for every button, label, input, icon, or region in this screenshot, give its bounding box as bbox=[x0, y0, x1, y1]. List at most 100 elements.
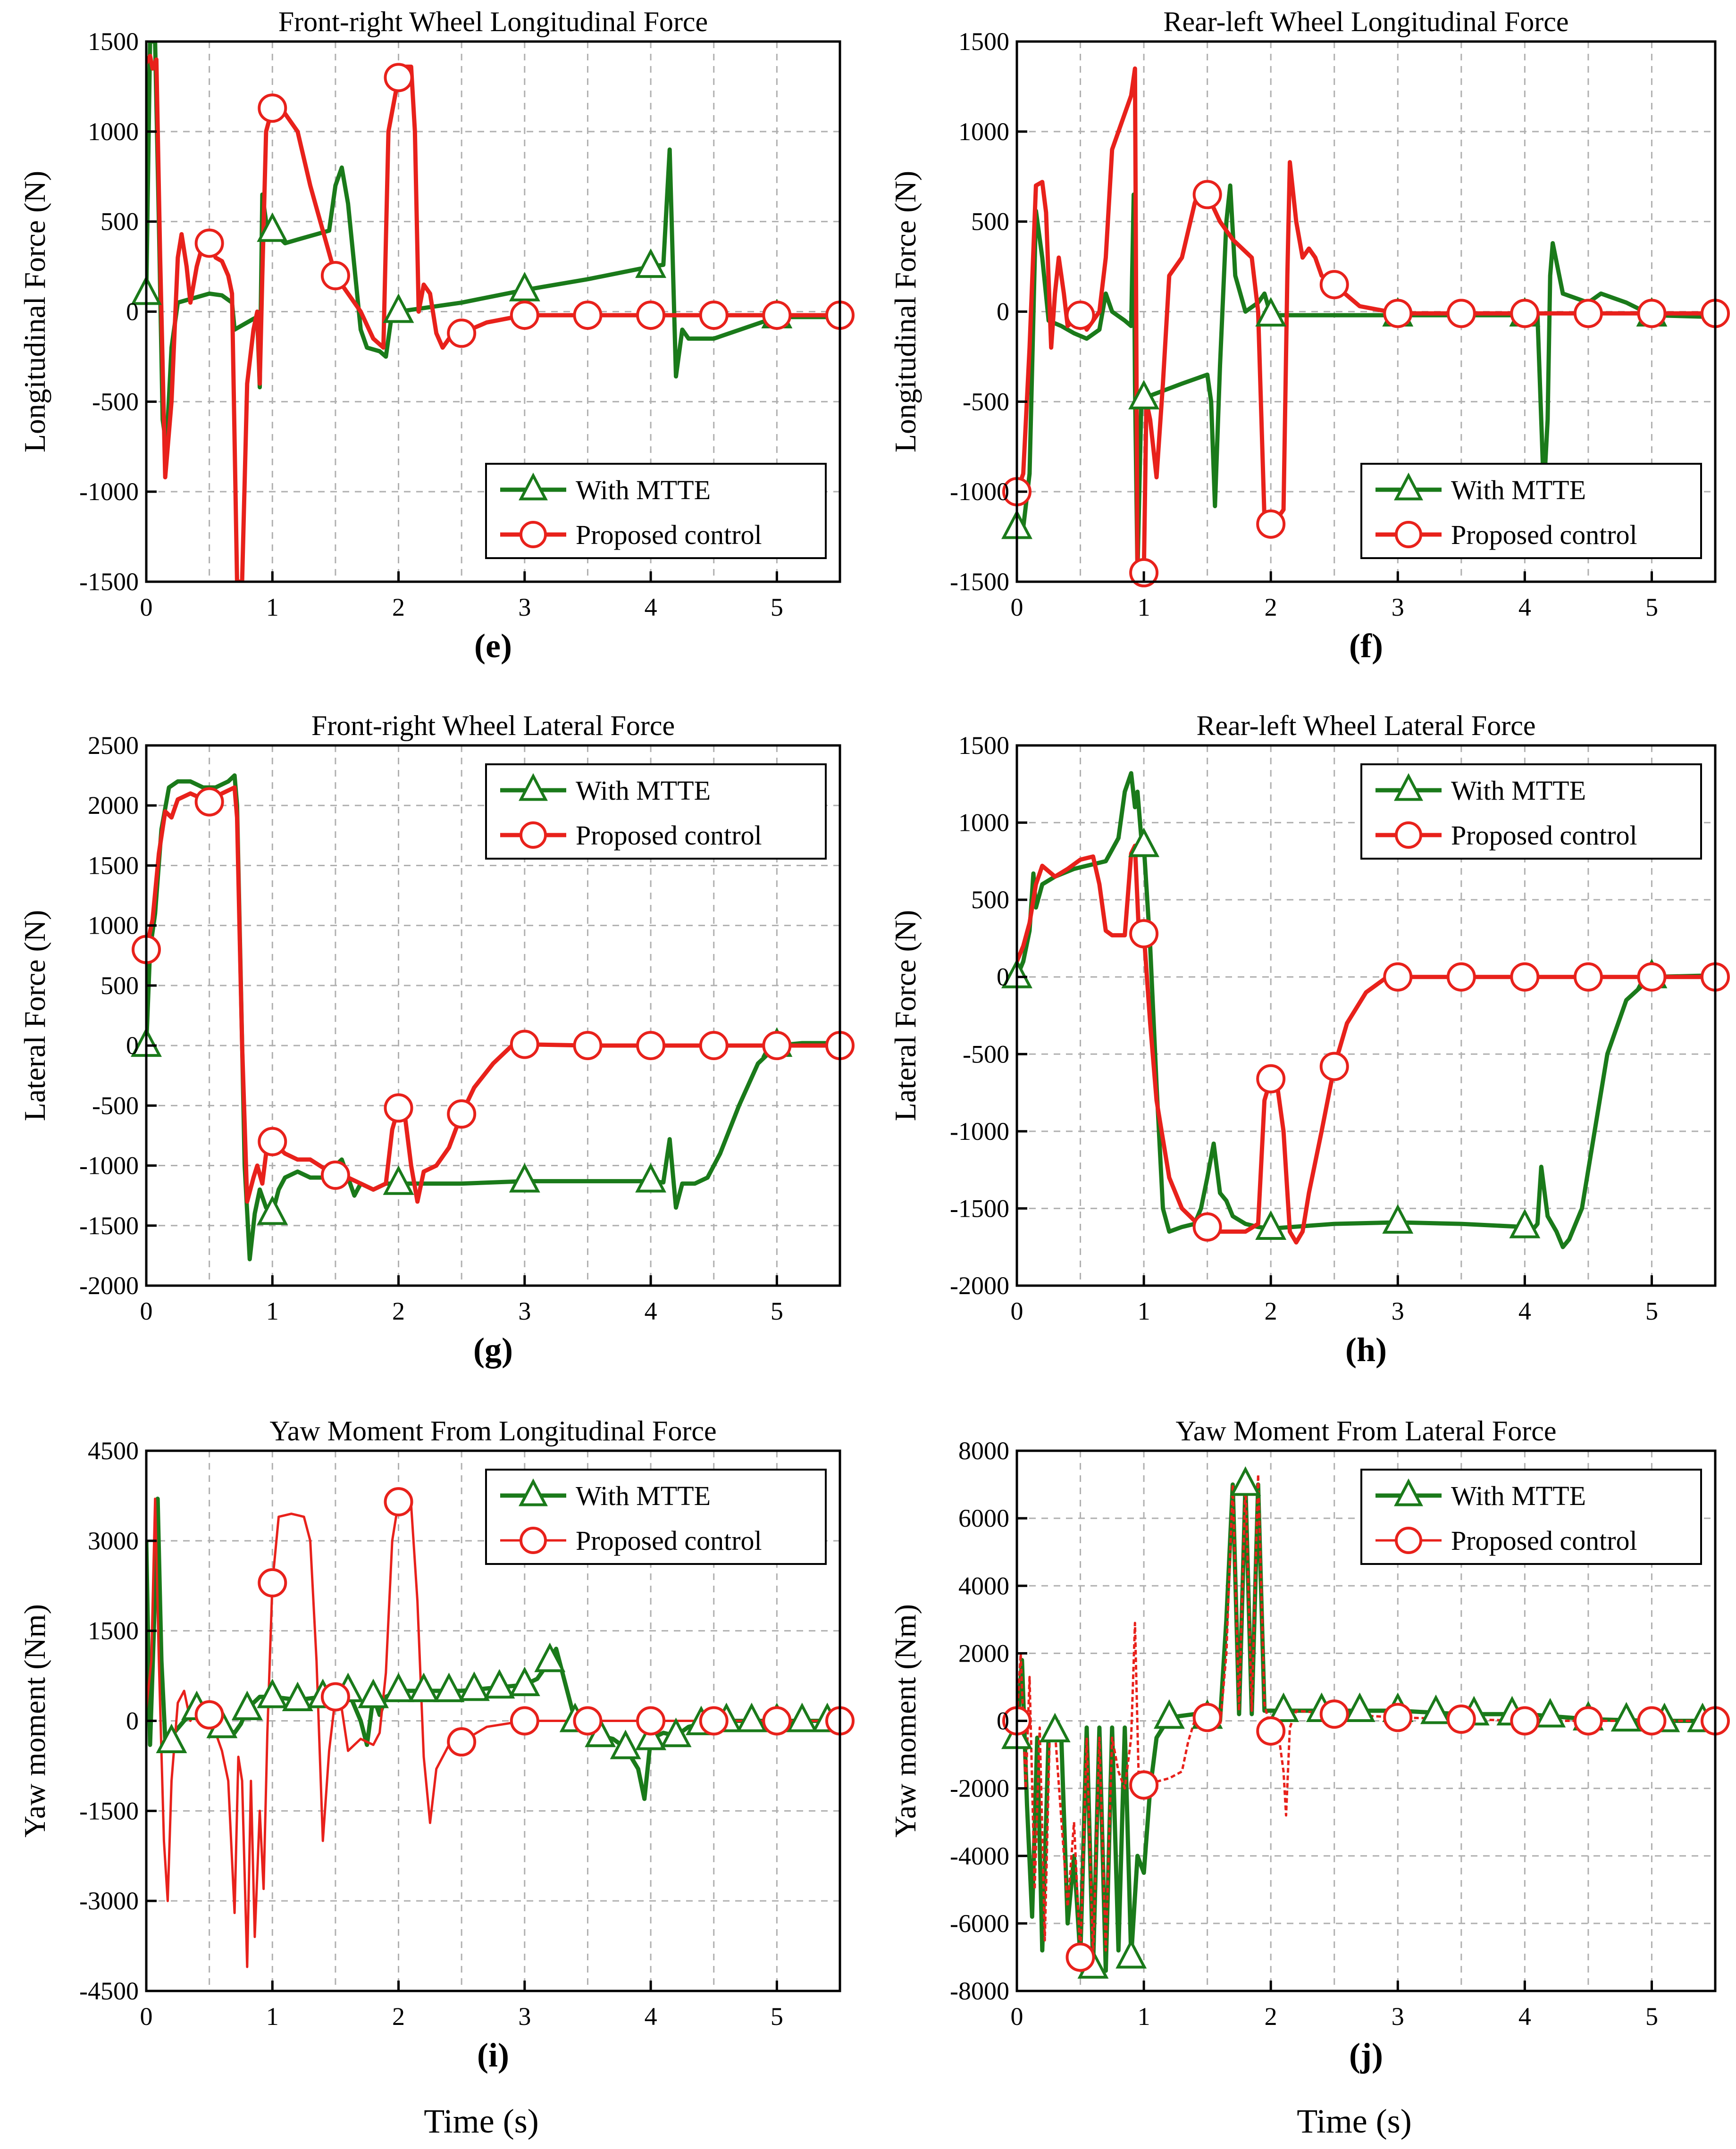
marker-proposed bbox=[573, 1031, 603, 1061]
x-tick-label: 1 bbox=[266, 1297, 279, 1325]
chart-panel-i: 0 1 2 3 4 5 -4500 -3000 -1500 0 1500 3000 4500 Yaw Mo… bbox=[18, 1415, 855, 2074]
plot-frame bbox=[145, 744, 841, 1287]
legend-marker-mtte bbox=[519, 1478, 548, 1506]
y-tick-label: -1000 bbox=[79, 1152, 139, 1180]
legend: With MTTE Proposed control bbox=[485, 463, 827, 559]
marker-proposed bbox=[258, 1127, 287, 1156]
x-tick-label: 5 bbox=[1645, 2002, 1658, 2031]
marker-proposed bbox=[384, 63, 413, 92]
marker-proposed bbox=[1192, 1703, 1222, 1732]
marker-proposed bbox=[1383, 1703, 1413, 1732]
marker-proposed bbox=[1637, 299, 1667, 328]
marker-proposed bbox=[447, 1099, 477, 1129]
marker-mtte bbox=[282, 1681, 313, 1711]
marker-proposed bbox=[1510, 1706, 1540, 1736]
x-tick-label: 5 bbox=[771, 593, 783, 621]
legend-label-proposed: Proposed control bbox=[576, 1525, 762, 1556]
x-tick-label: 2 bbox=[392, 2002, 405, 2031]
series-markers bbox=[1001, 828, 1730, 1242]
marker-proposed bbox=[699, 1031, 729, 1061]
marker-mtte bbox=[1268, 1692, 1300, 1723]
x-axis-title-right: Time (s) bbox=[1297, 2102, 1411, 2140]
marker-mtte bbox=[635, 248, 667, 278]
legend-marker-mtte bbox=[519, 472, 548, 501]
axes: 0 1 2 3 4 5 -8000 -6000 -4000 -2000 0 2000 4000 6000 8… bbox=[950, 1437, 1658, 2031]
y-tick-label: 4000 bbox=[958, 1572, 1009, 1600]
y-tick-label: 1500 bbox=[88, 1617, 139, 1645]
series-line-mtte bbox=[146, 1497, 840, 1801]
chart-title: Yaw Moment From Longitudinal Force bbox=[269, 1415, 716, 1447]
marker-proposed bbox=[1383, 299, 1413, 328]
marker-mtte bbox=[458, 1671, 490, 1701]
marker-mtte bbox=[1255, 1210, 1287, 1240]
marker-proposed bbox=[384, 1093, 413, 1123]
marker-mtte bbox=[1039, 1713, 1071, 1742]
x-tick-label: 5 bbox=[1645, 1297, 1658, 1325]
legend: With MTTE Proposed control bbox=[1360, 763, 1702, 860]
x-tick-label: 0 bbox=[1011, 593, 1023, 621]
marker-mtte bbox=[610, 1730, 641, 1759]
marker-proposed bbox=[1129, 919, 1159, 949]
x-tick-label: 2 bbox=[1265, 2002, 1277, 2031]
panel-label: (g) bbox=[473, 1331, 513, 1369]
y-tick-label: -8000 bbox=[950, 1977, 1009, 2005]
y-tick-label: 1500 bbox=[88, 851, 139, 879]
x-tick-label: 0 bbox=[140, 1297, 153, 1325]
x-tick-label: 0 bbox=[1011, 2002, 1023, 2031]
legend-marker-proposed bbox=[520, 521, 547, 548]
marker-proposed bbox=[1129, 1770, 1159, 1800]
marker-proposed bbox=[258, 1568, 287, 1597]
series-markers bbox=[131, 63, 855, 348]
marker-proposed bbox=[1383, 962, 1413, 992]
marker-proposed bbox=[194, 228, 224, 258]
marker-mtte bbox=[156, 1723, 187, 1754]
chart-title: Yaw Moment From Lateral Force bbox=[1175, 1415, 1556, 1447]
y-axis-label: Yaw moment (Nm) bbox=[18, 1604, 51, 1838]
y-tick-label: -1000 bbox=[79, 477, 139, 506]
x-tick-label: 4 bbox=[1518, 593, 1531, 621]
legend-marker-proposed bbox=[520, 821, 547, 849]
marker-proposed bbox=[762, 1031, 792, 1061]
marker-proposed bbox=[699, 1706, 729, 1736]
marker-proposed bbox=[194, 1700, 224, 1730]
series-line-proposed bbox=[146, 1497, 840, 1968]
marker-proposed bbox=[510, 1029, 539, 1059]
marker-mtte bbox=[1610, 1702, 1642, 1732]
legend: With MTTE Proposed control bbox=[485, 763, 827, 860]
y-tick-label: -4000 bbox=[950, 1842, 1009, 1870]
x-tick-label: 0 bbox=[140, 2002, 153, 2031]
y-axis-label: Lateral Force (N) bbox=[18, 910, 51, 1121]
chart-title: Rear-left Wheel Longitudinal Force bbox=[1163, 6, 1568, 37]
marker-mtte bbox=[383, 1165, 414, 1195]
x-tick-label: 3 bbox=[1392, 1297, 1404, 1325]
marker-proposed bbox=[1192, 180, 1222, 209]
marker-proposed bbox=[447, 318, 477, 348]
y-tick-label: 1000 bbox=[958, 117, 1009, 146]
y-axis-label: Yaw moment (Nm) bbox=[889, 1604, 922, 1838]
series-markers bbox=[131, 787, 855, 1225]
marker-mtte bbox=[1230, 1466, 1261, 1496]
x-tick-label: 4 bbox=[645, 2002, 657, 2031]
y-tick-label: 500 bbox=[101, 208, 139, 236]
x-tick-label: 1 bbox=[266, 2002, 279, 2031]
marker-mtte bbox=[433, 1672, 465, 1702]
legend-label-mtte: With MTTE bbox=[576, 1480, 711, 1511]
chart-panels: 0 1 2 3 4 5-1500-1000-500050010001500Front-ri… bbox=[18, 6, 1730, 2074]
panel-label: (j) bbox=[1349, 2036, 1383, 2074]
series-line-proposed bbox=[1017, 66, 1715, 575]
y-tick-label: -1000 bbox=[950, 477, 1009, 506]
legend-marker-proposed bbox=[520, 1527, 547, 1554]
legend: With MTTE Proposed control bbox=[1360, 1469, 1702, 1565]
y-tick-label: 1500 bbox=[88, 27, 139, 56]
marker-proposed bbox=[1319, 1052, 1349, 1081]
marker-mtte bbox=[1128, 828, 1160, 857]
y-tick-label: 0 bbox=[997, 963, 1009, 991]
legend-label-proposed: Proposed control bbox=[576, 519, 762, 550]
plot-frame bbox=[1015, 744, 1717, 1287]
x-tick-label: 4 bbox=[1518, 1297, 1531, 1325]
panel-label: (e) bbox=[474, 627, 512, 665]
y-tick-label: -1500 bbox=[79, 1797, 139, 1825]
marker-proposed bbox=[1446, 1704, 1476, 1734]
x-tick-label: 0 bbox=[140, 593, 153, 621]
marker-proposed bbox=[510, 1706, 539, 1736]
